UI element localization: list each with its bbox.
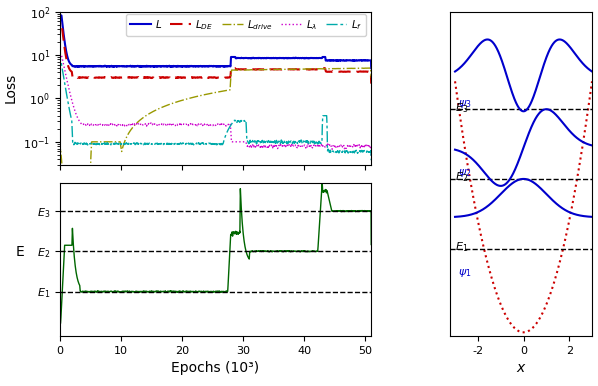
$L_{DE}$ [200,75,207,80]
$L_{drive}$ [56,156,63,161]
$L$ [72,64,80,69]
$L_{drive}$ [200,93,207,97]
Line: $L_f$: $L_f$ [60,59,371,160]
$L_{drive}$ [359,66,366,71]
$L_{DE}$ [56,32,63,37]
$L_{\lambda}$ [200,123,207,128]
$L_f$ [368,158,375,163]
$L_f$ [359,149,366,153]
$L_{\lambda}$ [359,145,366,150]
$L_{\lambda}$ [208,123,215,127]
$L_{\lambda}$ [368,153,375,157]
$L$ [359,58,366,63]
$L_{drive}$ [368,75,375,80]
$L_{\lambda}$ [72,111,80,116]
$L_{\lambda}$ [301,144,309,148]
$L$ [208,64,215,68]
$L_{DE}$ [57,20,65,25]
$L_{DE}$ [301,67,309,72]
$L_{drive}$ [301,67,309,71]
$L_f$ [359,149,366,153]
Line: $L_{\lambda}$: $L_{\lambda}$ [60,55,371,155]
$L_{drive}$ [208,91,215,96]
X-axis label: $x$: $x$ [516,361,527,375]
$L$ [368,66,375,71]
$L_{DE}$ [72,76,80,80]
$L_f$ [57,57,64,61]
$L_{\lambda}$ [359,145,366,149]
$L$ [200,64,207,69]
Text: $\psi_3$: $\psi_3$ [459,98,472,110]
$L_f$ [56,66,63,71]
Text: $E_1$: $E_1$ [455,240,468,254]
$L_f$ [72,141,80,146]
$L_{drive}$ [59,170,66,174]
Line: $L_{DE}$: $L_{DE}$ [60,22,371,84]
Text: $\psi_2$: $\psi_2$ [459,168,472,179]
Text: $E_3$: $E_3$ [455,101,468,115]
Y-axis label: Loss: Loss [4,73,17,103]
Line: $L_{drive}$: $L_{drive}$ [60,68,371,172]
$L_{DE}$ [208,75,215,80]
Y-axis label: E: E [16,245,25,259]
$L_{DE}$ [359,69,366,74]
$L_{DE}$ [368,81,375,86]
Text: $\psi_1$: $\psi_1$ [459,267,472,279]
$L$ [359,58,366,63]
$L_f$ [208,142,215,146]
Text: $E_2$: $E_2$ [455,171,468,185]
$L_{\lambda}$ [57,52,65,57]
X-axis label: Epochs (10³): Epochs (10³) [172,361,260,375]
$L_{drive}$ [359,66,366,71]
$L_{drive}$ [72,170,80,174]
Line: $L$: $L$ [60,15,371,68]
$L_{\lambda}$ [56,66,63,70]
Legend: $L$, $L_{DE}$, $L_{drive}$, $L_{\lambda}$, $L_f$: $L$, $L_{DE}$, $L_{drive}$, $L_{\lambda}… [126,14,366,36]
$L_f$ [301,140,309,145]
$L_{DE}$ [359,69,366,74]
$L$ [57,13,65,18]
$L_{drive}$ [365,66,373,70]
$L$ [301,56,309,61]
$L_f$ [200,141,207,146]
$L$ [56,21,63,26]
